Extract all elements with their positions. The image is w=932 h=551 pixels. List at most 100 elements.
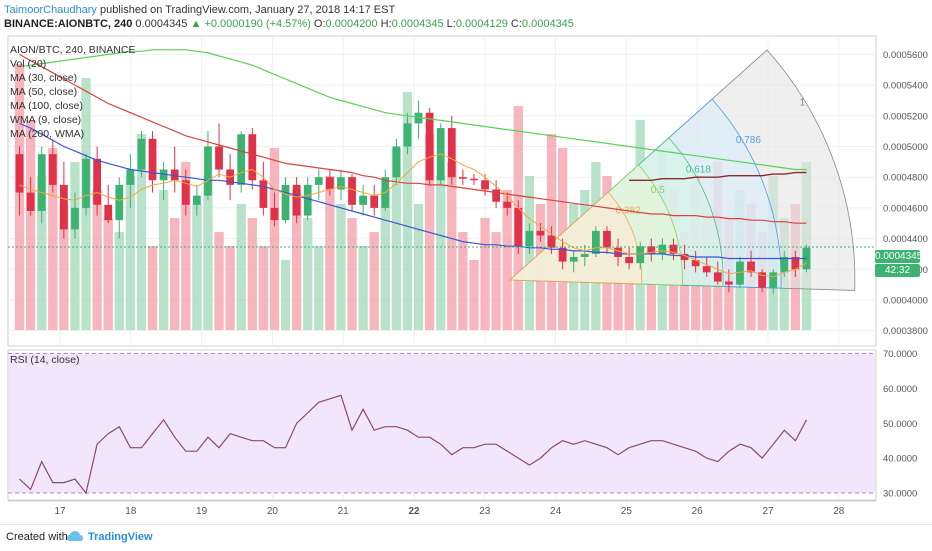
candle-body [137,138,146,170]
candle-body [625,256,634,264]
price-axis-tick: 0.0004600 [883,203,928,214]
candle-body [325,177,334,190]
volume-bar [436,176,446,330]
candle-body [26,192,35,211]
candle-body [747,261,755,273]
candle-body [270,207,279,221]
candle-body [492,189,501,202]
volume-bar [269,148,280,330]
time-axis-tick: 26 [692,506,704,517]
open-value: 0.0004200 [325,18,378,30]
volume-bar [458,232,468,330]
candle-body [59,184,68,230]
candle-body [181,180,190,205]
candle-body [691,260,700,267]
legend-ma30[interactable]: MA (30, close) [10,72,78,84]
high-value: 0.0004345 [391,18,444,30]
candle-body [580,253,589,257]
ma50-line [19,53,807,224]
candle-body [481,180,489,190]
author-link[interactable]: TaimoorChaudhary [4,4,97,16]
rsi-axis-tick: 30.0000 [883,489,917,500]
candle-body [414,112,423,124]
candle-body [669,244,678,254]
close-value: 0.0004345 [521,18,574,30]
fib-fan-sector [508,191,643,285]
time-axis-tick: 18 [125,506,137,517]
candle-body [215,146,223,170]
candle-body [636,246,645,264]
tradingview-cloud-icon [67,531,83,541]
candle-body [614,247,622,257]
candle-body [702,266,711,273]
legend-symbol[interactable]: AION/BTC, 240, BINANCE [10,44,136,56]
candle-body [758,272,767,288]
candle-body [547,235,556,248]
price-axis-tick: 0.0005000 [883,142,928,153]
candle-body [281,184,290,221]
rsi-axis-tick: 40.0000 [883,454,917,465]
fib-fan-level-label: 0.786 [736,135,761,146]
volume-bar [48,148,58,330]
candle-body [658,244,667,254]
legend-wma9[interactable]: WMA (9, close) [10,114,82,126]
candle-body [314,177,323,185]
volume-bar [136,134,147,330]
candle-body [237,134,246,185]
volume-bar [258,246,269,330]
time-axis-tick: 20 [267,506,279,517]
volume-bar [325,176,335,330]
volume-bar [391,148,402,330]
volume-bar [358,246,368,330]
last-price: 0.0004345 [135,18,188,30]
candle-body [558,247,567,262]
volume-bar [147,246,158,330]
candle-body [15,154,24,193]
rsi-axis-tick: 60.0000 [883,384,917,395]
candle-body [248,134,257,181]
time-axis-tick: 24 [550,506,562,517]
time-axis-tick: 25 [621,506,633,517]
price-axis-tick: 0.0004800 [883,173,928,184]
low-value: 0.0004129 [455,18,508,30]
candle-body [680,253,689,261]
candle-body [791,256,800,270]
fib-fan-level-label: 1 [800,98,806,109]
low-label: L: [446,18,456,30]
volume-bar [280,260,291,330]
time-axis-tick: 22 [408,506,420,517]
candle-body [591,230,600,254]
rsi-legend[interactable]: RSI (14, close) [10,354,80,366]
candle-body [724,281,733,285]
price-axis-tick: 0.0005200 [883,111,928,122]
legend-ma100[interactable]: MA (100, close) [10,100,83,112]
candle-body [769,272,778,288]
volume-bar [247,218,257,330]
footer-bar: Created with TradingView [0,524,932,551]
volume-bar [225,246,235,330]
candle-body [348,177,356,205]
candle-body [780,256,789,273]
tradingview-link[interactable]: TradingView [88,531,153,543]
time-axis-tick: 17 [54,506,66,517]
volume-bar [37,176,47,330]
symbol-label: BINANCE:AIONBTC, 240 [4,18,133,30]
volume-bar [181,162,191,330]
legend-ma200[interactable]: MA (200, WMA) [10,128,85,140]
volume-bar [502,190,512,330]
volume-bar [447,162,457,330]
up-triangle-icon: ▲ [190,18,202,30]
price-axis-tick: 0.0004000 [883,295,928,306]
candle-body [104,204,113,221]
candle-body [447,128,456,178]
candle-body [392,146,401,178]
legend-ma50[interactable]: MA (50, close) [10,86,78,98]
candle-body [71,207,79,230]
rsi-line [19,394,808,495]
volume-bar [103,218,113,330]
wma9-line [19,153,807,278]
change-value: +0.0000190 (+4.57%) [204,18,311,30]
candle-body [425,112,434,181]
legend-volume[interactable]: Vol (20) [10,58,47,70]
